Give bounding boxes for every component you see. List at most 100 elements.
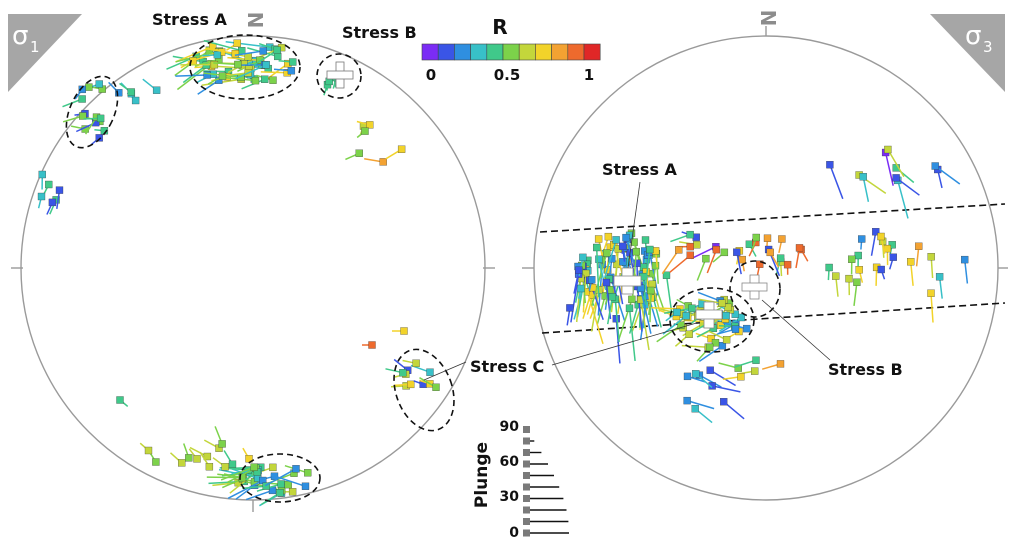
pole-marker <box>737 373 745 381</box>
plunge-tick-90: 90 <box>500 419 520 435</box>
pole-marker <box>872 228 880 236</box>
pole-marker <box>751 367 759 375</box>
right-cluster-c-ellipse <box>669 287 755 353</box>
pole-stem <box>661 249 680 275</box>
pole-marker <box>776 360 785 368</box>
pole-marker <box>677 321 685 329</box>
colorbar-cell <box>518 43 536 61</box>
right-stress-a-label: Stress A <box>602 160 678 179</box>
pole-marker <box>594 235 603 243</box>
pole-marker <box>859 173 867 181</box>
pole-marker <box>426 368 434 376</box>
pole-marker <box>686 242 694 251</box>
left-cluster-a-south-ellipse <box>239 453 321 503</box>
pole-marker <box>745 240 754 248</box>
left-stress-a-label: Stress A <box>152 10 228 29</box>
pole-stem <box>631 303 644 332</box>
pole-marker <box>366 121 374 129</box>
pole-marker <box>400 327 408 335</box>
pole-marker <box>877 265 885 274</box>
stress-c-leader-left <box>423 361 467 381</box>
pole-marker <box>855 266 863 274</box>
pole-marker <box>763 234 772 242</box>
pole-marker <box>228 460 237 468</box>
pole-marker <box>78 85 86 94</box>
left-cluster-a-west-ellipse <box>65 75 119 149</box>
pole-marker <box>292 465 300 473</box>
pole-marker <box>907 258 915 266</box>
pole-marker <box>55 186 64 194</box>
plunge-tick-60: 60 <box>500 454 520 470</box>
pole-stem <box>596 295 606 325</box>
plunge-marker <box>523 460 530 468</box>
left-cluster-c-ellipse <box>393 348 455 432</box>
pole-stem <box>706 249 718 274</box>
plunge-legend: Plunge 90 60 30 0 <box>472 419 569 541</box>
pole-marker <box>79 112 87 120</box>
pole-marker <box>193 455 201 463</box>
right-corner-triangle <box>930 14 1005 92</box>
left-net-circle <box>20 35 486 501</box>
pole-marker <box>632 247 640 256</box>
plunge-markers <box>523 426 569 537</box>
pole-stem <box>242 485 267 490</box>
pole-stem <box>697 291 721 302</box>
pole-marker <box>269 76 277 84</box>
pole-stem <box>639 288 652 334</box>
pole-marker <box>603 249 611 257</box>
pole-marker <box>595 255 603 263</box>
pole-marker <box>274 52 282 61</box>
pole-marker <box>37 192 46 201</box>
pole-stem <box>662 315 687 335</box>
right-stress-b-leader <box>761 299 831 361</box>
pole-marker <box>752 356 760 364</box>
pole-marker <box>262 482 270 490</box>
pole-marker <box>205 463 214 471</box>
pole-marker <box>588 276 596 284</box>
pole-marker <box>412 359 420 367</box>
pole-marker <box>116 396 124 404</box>
left-corner-triangle <box>8 14 82 92</box>
pole-marker <box>825 263 833 272</box>
pole-marker <box>826 161 834 169</box>
pole-marker <box>686 230 694 239</box>
pole-stem <box>640 299 650 351</box>
pole-marker <box>262 61 270 69</box>
pole-stem <box>270 474 306 488</box>
pole-marker <box>379 158 387 166</box>
colorbar-cell <box>583 43 601 61</box>
left-cluster-a-ellipse <box>189 34 301 100</box>
pole-marker <box>289 58 297 66</box>
pole-marker <box>593 243 601 252</box>
pole-marker <box>845 274 853 283</box>
pole-marker <box>273 46 281 54</box>
right-stress-a-leader <box>627 181 641 269</box>
left-pole-markers <box>37 39 440 507</box>
pole-stem <box>606 296 614 325</box>
pole-stem <box>615 318 621 364</box>
pole-stem <box>213 62 238 66</box>
pole-marker <box>397 145 406 153</box>
pole-stem <box>909 261 914 286</box>
pole-marker <box>633 259 641 267</box>
pole-marker <box>269 463 277 472</box>
pole-marker <box>731 325 740 333</box>
pole-marker <box>651 261 660 270</box>
pole-marker <box>575 266 583 274</box>
pole-marker <box>608 293 617 301</box>
pole-marker <box>854 251 862 260</box>
pole-stem <box>227 56 261 62</box>
pole-marker <box>702 254 710 263</box>
pole-marker <box>722 311 730 320</box>
pole-marker <box>261 75 269 83</box>
pole-marker <box>287 67 296 75</box>
left-cluster-b-ellipse <box>316 53 362 99</box>
pole-stem <box>586 291 604 345</box>
plunge-tick-0: 0 <box>509 525 519 541</box>
pole-marker <box>720 248 729 257</box>
colorbar-tick-0-5: 0.5 <box>494 66 521 84</box>
pole-marker <box>218 72 227 80</box>
colorbar-cells <box>421 43 601 61</box>
pole-marker <box>210 60 219 69</box>
left-north-label: N <box>243 12 267 29</box>
